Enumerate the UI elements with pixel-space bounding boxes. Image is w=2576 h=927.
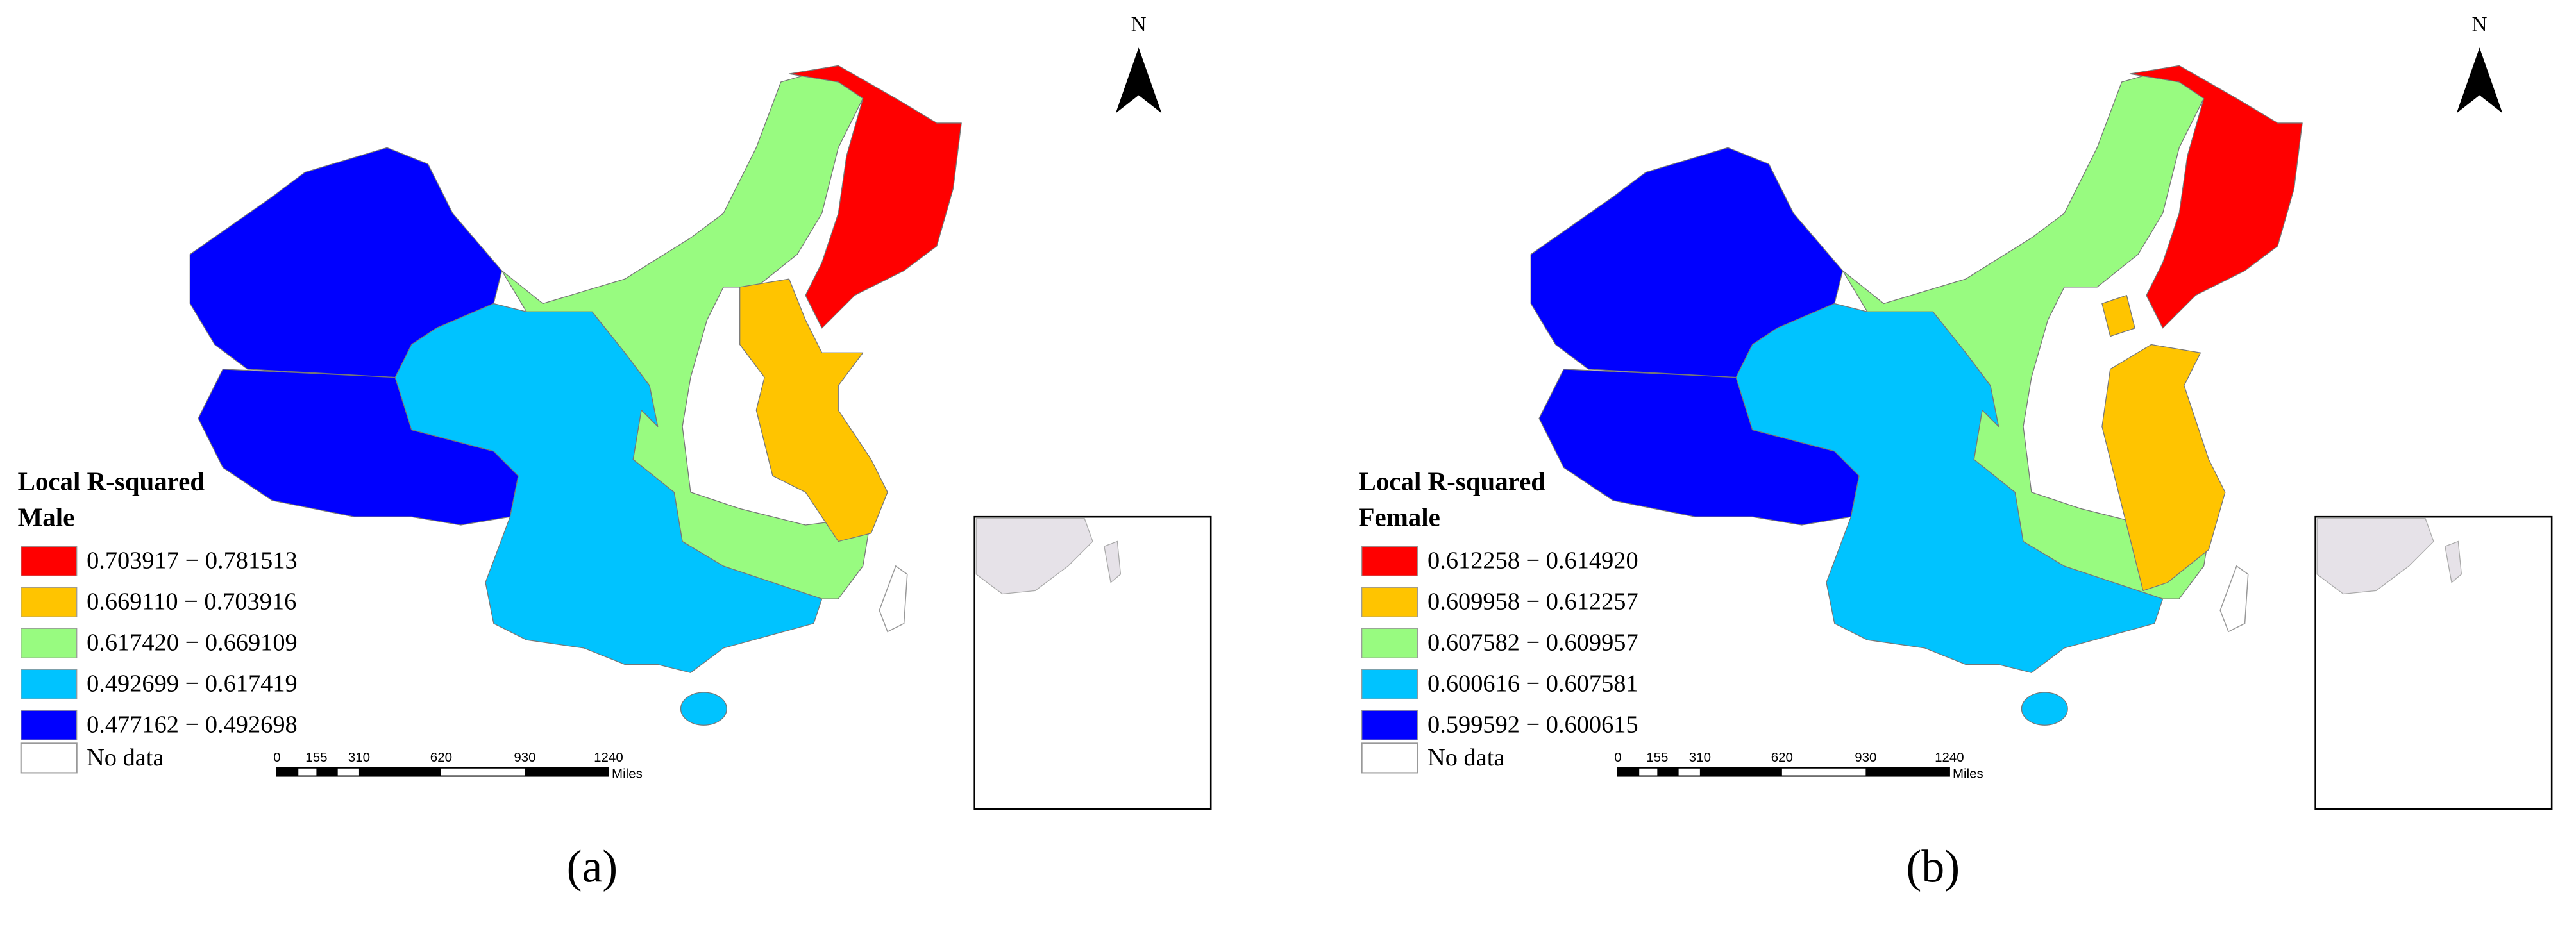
scale-segment xyxy=(316,767,338,776)
scale-segment xyxy=(1865,767,1949,776)
legend-swatch xyxy=(21,587,78,617)
panel-caption: (a) xyxy=(567,840,618,892)
region xyxy=(501,65,872,599)
region xyxy=(1842,65,2213,599)
legend-swatch xyxy=(1361,546,1418,576)
legend-swatch-no-data xyxy=(20,742,78,774)
scale-label: 155 xyxy=(305,750,327,765)
region xyxy=(2129,65,2303,329)
legend-label: 0.617420 − 0.669109 xyxy=(87,630,298,656)
north-arrow xyxy=(2456,47,2503,113)
legend-swatch xyxy=(21,710,78,740)
region xyxy=(2021,692,2068,726)
region xyxy=(680,692,727,726)
legend-swatch xyxy=(1361,669,1418,699)
scale-segment xyxy=(358,767,441,776)
scale-label: 310 xyxy=(1689,750,1711,765)
legend-label: 0.599592 − 0.600615 xyxy=(1427,712,1638,739)
scale-label: 310 xyxy=(348,750,370,765)
legend-label: 0.669110 − 0.703916 xyxy=(87,589,296,615)
region xyxy=(739,278,888,542)
region xyxy=(788,65,962,329)
north-arrow xyxy=(1115,47,1162,113)
legend-swatch xyxy=(21,546,78,576)
scale-segment xyxy=(525,767,609,776)
scale-label: 0 xyxy=(1614,750,1621,765)
inset-land xyxy=(975,518,1093,595)
inset-land xyxy=(2445,540,2462,583)
scale-label: 1240 xyxy=(1935,750,1964,765)
scale-segment xyxy=(1617,767,1640,776)
scale-label: 930 xyxy=(1855,750,1876,765)
legend-swatch-no-data xyxy=(1361,742,1418,774)
legend-swatch xyxy=(1361,587,1418,617)
legend-title: Local R-squared xyxy=(1359,467,1546,496)
region-no-data xyxy=(879,565,908,633)
region xyxy=(2101,344,2226,591)
scale-segment xyxy=(276,767,299,776)
map-panel: N Local R-squared Male 0.703917 − 0.781513 0… xyxy=(18,13,1212,892)
legend-title: Local R-squared xyxy=(18,467,205,496)
legend-label: 0.703917 − 0.781513 xyxy=(87,547,298,574)
region-no-data xyxy=(2219,565,2249,633)
map-panel: N Local R-squared Female 0.612258 − 0.61492… xyxy=(1359,13,2553,892)
legend-label: 0.477162 − 0.492698 xyxy=(87,712,298,739)
scale-label: 620 xyxy=(430,750,452,765)
scale-label: 0 xyxy=(273,750,280,765)
legend-label: 0.607582 − 0.609957 xyxy=(1427,630,1638,656)
legend-label: 0.612258 − 0.614920 xyxy=(1427,547,1638,574)
north-label: N xyxy=(1131,13,1147,37)
scale-label: 155 xyxy=(1646,750,1668,765)
scale-segment xyxy=(1699,767,1782,776)
scale-label: 1240 xyxy=(594,750,623,765)
legend-label: No data xyxy=(87,744,164,771)
inset-land xyxy=(2316,518,2434,595)
legend-label: No data xyxy=(1427,744,1504,771)
scale-unit: Miles xyxy=(1953,766,1983,781)
legend-swatch xyxy=(1361,628,1418,658)
legend-label: 0.492699 − 0.617419 xyxy=(87,671,298,697)
panel-caption: (b) xyxy=(1907,840,1960,892)
legend-label: 0.600616 − 0.607581 xyxy=(1427,671,1638,697)
north-label: N xyxy=(2472,13,2488,37)
legend-subtitle: Male xyxy=(18,503,75,532)
scale-segment xyxy=(1657,767,1679,776)
legend-swatch xyxy=(1361,710,1418,740)
scale-label: 620 xyxy=(1771,750,1793,765)
legend-label: 0.609958 − 0.612257 xyxy=(1427,589,1638,615)
scale-unit: Miles xyxy=(612,766,643,781)
legend-swatch xyxy=(21,669,78,699)
region xyxy=(2101,295,2135,337)
scale-label: 930 xyxy=(514,750,535,765)
legend-subtitle: Female xyxy=(1359,503,1440,532)
inset-land xyxy=(1104,540,1122,583)
legend-swatch xyxy=(21,628,78,658)
